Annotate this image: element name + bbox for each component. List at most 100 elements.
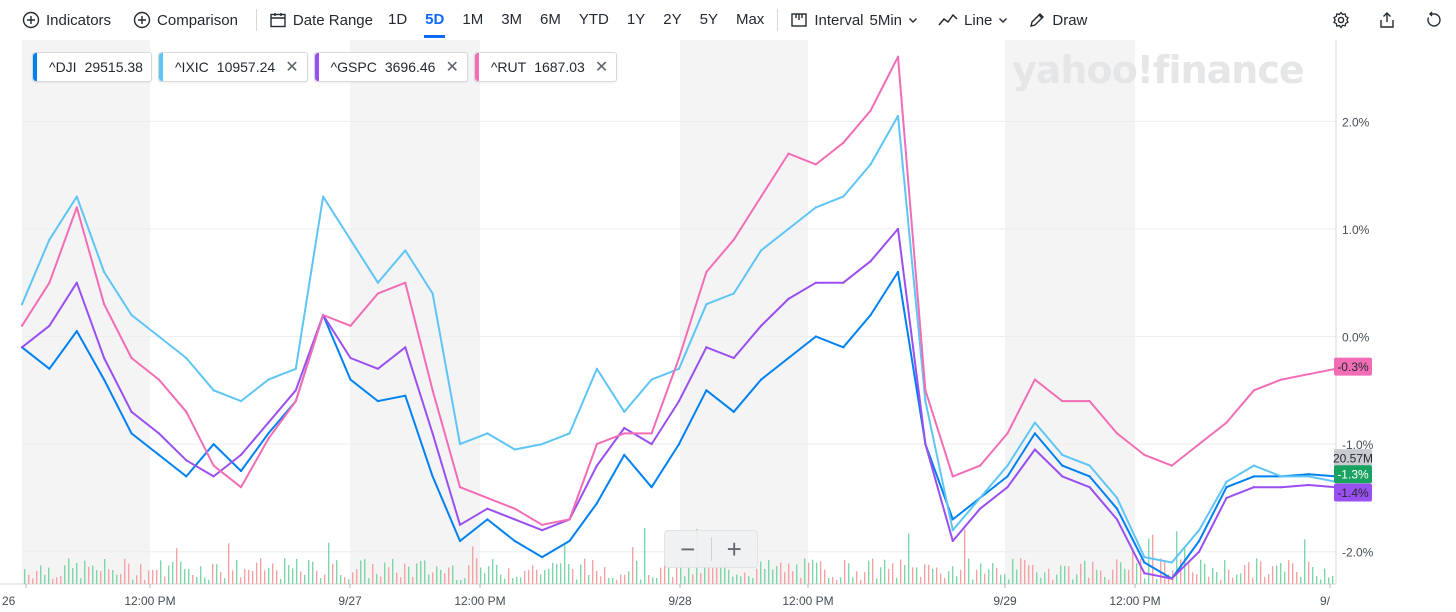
data-point	[924, 443, 927, 446]
data-point	[650, 378, 653, 381]
data-point	[568, 539, 571, 543]
data-point	[1143, 453, 1146, 456]
date-range-button[interactable]: Date Range	[269, 11, 373, 29]
data-point	[896, 114, 900, 118]
data-point	[951, 539, 954, 543]
range-button-1d[interactable]: 1D	[387, 11, 408, 28]
data-point	[787, 227, 790, 231]
data-point	[185, 475, 188, 478]
chart-svg[interactable]: 2.0% 1.0% 0.0% -1.0% -2.0% 26 12:00 PM 9/27 12:…	[0, 40, 1456, 612]
data-point	[1061, 464, 1064, 467]
data-point	[541, 523, 544, 526]
volume-bar	[704, 563, 706, 584]
range-button-max[interactable]: Max	[735, 11, 765, 28]
data-point	[513, 539, 516, 543]
data-point	[1115, 432, 1119, 435]
volume-bar	[720, 564, 722, 584]
zoom-controls: − +	[664, 530, 758, 568]
data-point	[513, 518, 516, 521]
volume-bar	[972, 579, 974, 584]
volume-bar	[612, 578, 614, 584]
line-chart-icon	[938, 13, 958, 26]
zoom-out-button[interactable]: −	[680, 533, 696, 564]
share-icon[interactable]	[1378, 11, 1396, 29]
volume-bar	[744, 572, 746, 584]
volume-bar	[316, 570, 318, 584]
range-button-1m[interactable]: 1M	[462, 11, 484, 28]
data-point	[48, 281, 51, 284]
volume-bar	[820, 561, 822, 584]
data-point	[404, 346, 407, 349]
volume-bar	[36, 570, 38, 584]
data-point	[1307, 483, 1310, 487]
data-point	[322, 313, 325, 317]
range-button-2y[interactable]: 2Y	[663, 11, 682, 28]
close-icon[interactable]: ✕	[445, 59, 459, 76]
volume-bar	[472, 546, 474, 584]
close-icon[interactable]: ✕	[594, 59, 609, 76]
volume-bar	[284, 558, 286, 584]
volume-bar	[160, 560, 162, 584]
data-point	[185, 356, 188, 360]
range-button-5d[interactable]: 5D	[416, 0, 453, 40]
symbol-chip[interactable]: ^RUT 1687.03 ✕	[473, 52, 618, 82]
volume-bar	[132, 579, 134, 584]
data-point	[75, 330, 78, 333]
volume-bar	[988, 569, 990, 584]
volume-bar	[224, 578, 226, 584]
range-button-1y[interactable]: 1Y	[626, 11, 646, 28]
indicators-button[interactable]: Indicators	[22, 11, 111, 29]
volume-bar	[672, 577, 674, 584]
zoom-in-button[interactable]: +	[726, 533, 742, 564]
gear-icon[interactable]	[1332, 11, 1350, 29]
volume-bar	[944, 577, 946, 584]
volume-bar	[384, 562, 386, 584]
volume-bar	[884, 559, 886, 584]
volume-bar	[336, 560, 338, 584]
y-tick-label: 1.0%	[1342, 223, 1370, 237]
volume-bar	[1188, 563, 1190, 584]
data-point	[787, 297, 790, 300]
volume-bar	[176, 548, 178, 584]
chart-type-button[interactable]: Line	[938, 12, 1008, 29]
symbol-chip[interactable]: ^IXIC 10957.24 ✕	[157, 52, 308, 82]
data-point	[212, 475, 215, 478]
volume-bar	[420, 560, 422, 584]
volume-bar	[396, 572, 398, 584]
data-point	[787, 356, 790, 360]
data-point	[20, 346, 24, 349]
symbol-chip[interactable]: ^DJI 29515.38	[32, 52, 152, 82]
draw-button[interactable]: Draw	[1028, 11, 1087, 29]
interval-button[interactable]: Interval 5Min	[790, 11, 918, 29]
data-point	[486, 496, 489, 500]
range-button-6m[interactable]: 6M	[540, 11, 561, 28]
volume-bar	[96, 570, 98, 584]
volume-bar	[848, 563, 850, 584]
range-button-5y[interactable]: 5Y	[699, 11, 718, 28]
data-point	[130, 313, 133, 317]
volume-bar	[916, 567, 918, 584]
volume-bar	[756, 568, 758, 584]
symbol-chip[interactable]: ^GSPC 3696.46 ✕	[313, 52, 468, 82]
volume-bar	[716, 563, 718, 584]
data-point	[1115, 507, 1119, 510]
range-button-ytd[interactable]: YTD	[578, 11, 609, 28]
comparison-button[interactable]: Comparison	[133, 11, 238, 29]
volume-bar	[1036, 572, 1038, 584]
close-icon[interactable]: ✕	[285, 59, 299, 76]
volume-bar	[1272, 566, 1274, 584]
volume-bar	[948, 571, 950, 584]
volume-bar	[684, 576, 686, 584]
volume-bar	[700, 573, 702, 584]
range-button-3m[interactable]: 3M	[501, 11, 523, 28]
volume-bar	[548, 569, 550, 584]
volume-bar	[840, 577, 842, 584]
data-point	[1006, 464, 1009, 467]
reset-icon[interactable]	[1424, 11, 1442, 29]
volume-bar	[636, 560, 638, 584]
data-point	[376, 292, 379, 295]
data-point	[20, 303, 24, 306]
data-point	[1033, 432, 1036, 435]
volume-bar	[480, 567, 482, 584]
volume-bar	[72, 567, 74, 584]
